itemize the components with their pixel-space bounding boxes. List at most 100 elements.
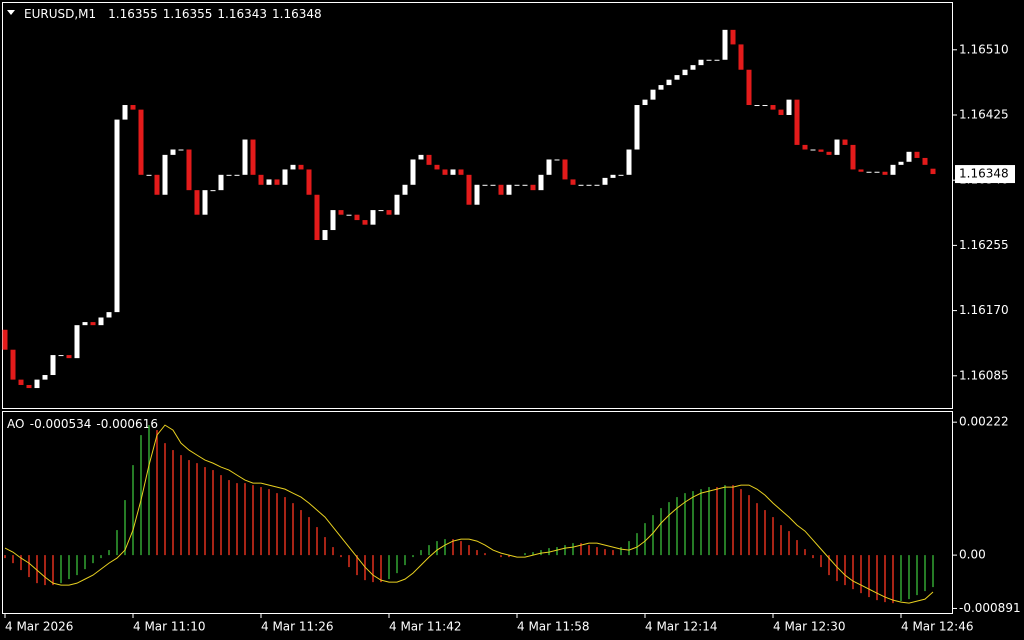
header-high: 1.16355 xyxy=(163,7,213,21)
candle-body xyxy=(762,105,768,107)
candle-body xyxy=(130,105,136,110)
candle-body xyxy=(386,210,392,215)
candle-body xyxy=(658,85,664,90)
candle-body xyxy=(850,144,856,170)
candle-body xyxy=(202,190,208,215)
y-tick-label: 0.00222 xyxy=(959,415,1009,429)
candle-body xyxy=(282,169,288,185)
candle-body xyxy=(602,177,608,185)
candle-body xyxy=(498,184,504,195)
price-panel-border xyxy=(2,2,953,409)
candle-body xyxy=(34,379,40,389)
candle-body xyxy=(154,174,160,195)
candle-body xyxy=(170,149,176,155)
candle-body xyxy=(242,139,248,175)
symbol: EURUSD,M1 xyxy=(24,7,96,21)
candle-body xyxy=(858,169,864,172)
x-tick-label: 4 Mar 12:46 xyxy=(901,620,974,634)
candle-body xyxy=(610,174,616,178)
candle-body xyxy=(586,184,592,186)
header-close: 1.16348 xyxy=(272,7,322,21)
candle-body xyxy=(274,179,280,185)
current-price-label: 1.16348 xyxy=(959,167,1009,181)
candle-body xyxy=(466,174,472,205)
candle-body xyxy=(290,164,296,170)
y-tick-label: 1.16170 xyxy=(959,303,1009,317)
header-low: 1.16343 xyxy=(217,7,267,21)
candle-body xyxy=(122,105,128,120)
header-open: 1.16355 xyxy=(108,7,158,21)
candle-body xyxy=(162,154,168,195)
candle-body xyxy=(250,139,256,175)
candle-body xyxy=(746,69,752,106)
candle-body xyxy=(218,174,224,191)
candle-body xyxy=(298,164,304,170)
candle-body xyxy=(210,190,216,192)
candle-body xyxy=(618,174,624,176)
candle-body xyxy=(546,159,552,175)
candle-body xyxy=(930,168,936,175)
y-tick-label: 1.16425 xyxy=(959,107,1009,121)
candle-body xyxy=(306,169,312,195)
candle-body xyxy=(50,355,56,376)
candle-body xyxy=(42,375,48,380)
collapse-arrow xyxy=(7,10,15,15)
indicator-name: AO xyxy=(7,417,25,431)
candle-body xyxy=(426,154,432,165)
ao-value: -0.000534 xyxy=(30,417,92,431)
x-tick-label: 4 Mar 12:30 xyxy=(773,620,846,634)
candle-body xyxy=(666,79,672,86)
candle-body xyxy=(402,184,408,195)
candle-body xyxy=(362,220,368,225)
candle-body xyxy=(922,157,928,165)
candle-body xyxy=(266,179,272,185)
candle-body xyxy=(794,99,800,145)
candle-body xyxy=(26,384,32,389)
candle-body xyxy=(842,139,848,145)
candle-body xyxy=(314,194,320,241)
candle-body xyxy=(98,317,104,326)
candle-body xyxy=(770,105,776,110)
candle-body xyxy=(802,144,808,150)
x-tick-label: 4 Mar 12:14 xyxy=(645,620,718,634)
candle-body xyxy=(234,174,240,176)
candle-body xyxy=(82,322,88,326)
candle-body xyxy=(914,151,920,158)
candle-body xyxy=(226,174,232,176)
candle-body xyxy=(434,164,440,170)
candle-body xyxy=(714,59,720,61)
candle-body xyxy=(698,59,704,66)
candle-body xyxy=(538,174,544,191)
candle-body xyxy=(890,164,896,175)
candle-body xyxy=(106,312,112,318)
candle-body xyxy=(370,210,376,225)
candle-body xyxy=(642,99,648,106)
candle-body xyxy=(354,214,360,221)
candle-body xyxy=(378,210,384,212)
candle-body xyxy=(682,69,688,76)
y-tick-label: 1.16510 xyxy=(959,42,1009,56)
candle-body xyxy=(570,179,576,185)
candle-body xyxy=(74,325,80,359)
candle-body xyxy=(490,184,496,186)
signal-line xyxy=(4,424,934,604)
x-tick-label: 4 Mar 11:26 xyxy=(261,620,334,634)
candle-body xyxy=(866,171,872,173)
candle-body xyxy=(474,184,480,205)
signal-value: -0.000616 xyxy=(96,417,158,431)
candle-body xyxy=(562,159,568,180)
candle-body xyxy=(330,210,336,231)
candle-body xyxy=(58,355,64,357)
ao-header: AO -0.000534 -0.000616 xyxy=(7,417,158,431)
candle-body xyxy=(442,169,448,175)
candle-body xyxy=(66,355,72,359)
candle-body xyxy=(706,59,712,61)
candle-body xyxy=(906,151,912,162)
candle-body xyxy=(178,149,184,151)
candle-body xyxy=(578,184,584,186)
x-tick-label: 4 Mar 11:42 xyxy=(389,620,462,634)
candle-body xyxy=(2,329,8,350)
candle-body xyxy=(138,109,144,175)
candle-body xyxy=(810,149,816,151)
candle-body xyxy=(522,184,528,186)
